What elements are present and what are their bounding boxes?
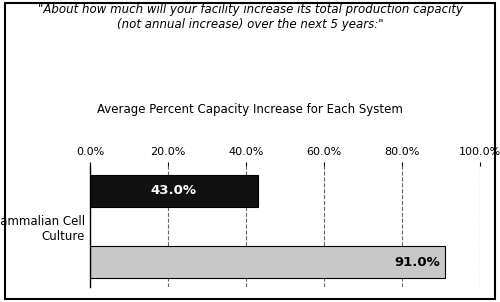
Bar <box>90 175 258 207</box>
Text: "About how much will your facility increase its total production capacity
(not a: "About how much will your facility incre… <box>38 3 463 31</box>
Text: Average Percent Capacity Increase for Each System: Average Percent Capacity Increase for Ea… <box>97 103 403 116</box>
Text: 91.0%: 91.0% <box>394 255 440 268</box>
Bar <box>90 246 445 278</box>
Text: 43.0%: 43.0% <box>151 185 197 198</box>
